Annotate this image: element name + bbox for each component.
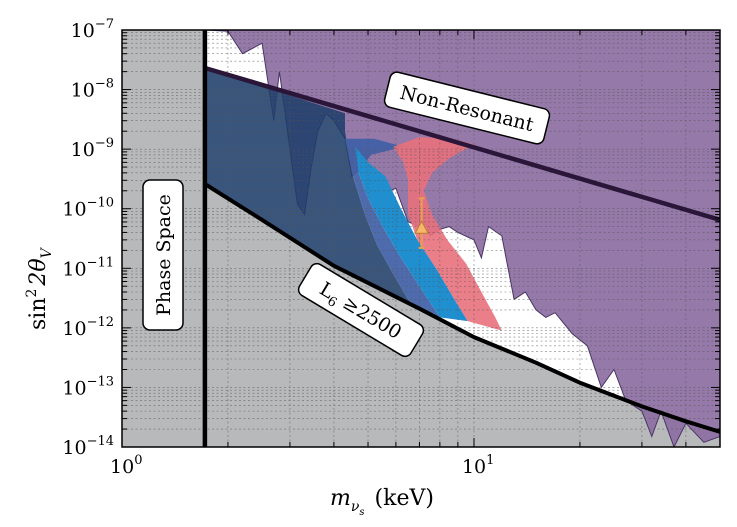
svg-text:mνs(keV): mνs (keV): [330, 486, 434, 518]
data-point-marker: [414, 220, 429, 234]
x-tick-label: 100: [110, 453, 142, 478]
y-tick-label: 10−13: [62, 374, 114, 399]
y-tick-label: 10−7: [71, 17, 114, 42]
x-axis-subsub: s: [359, 507, 364, 518]
y-axis-sin: sin: [26, 298, 51, 331]
phase-space-text: Phase Space: [153, 194, 175, 316]
y-axis-sub: V: [39, 246, 55, 258]
x-tick-label: 101: [462, 453, 494, 478]
axis-ticks: 100 101 10−7 10−8 10−9 10−10 10−11 10−12 10−13 10…: [62, 17, 721, 478]
y-tick-label: 10−10: [62, 196, 114, 221]
x-axis-unit: (keV): [375, 486, 434, 511]
blue-allowed-region: [345, 138, 440, 318]
y-axis-title: sin2 2θV: [24, 246, 55, 330]
phase-space-label: Phase Space: [142, 179, 184, 331]
l6-boundary-line: [203, 182, 720, 434]
svg-text:sin22θV: sin2 2θV: [24, 246, 55, 330]
y-tick-label: 10−11: [62, 255, 114, 280]
x-axis-title: mνs (keV): [330, 486, 434, 518]
y-tick-label: 10−14: [62, 434, 114, 459]
y-tick-label: 10−8: [71, 77, 114, 102]
y-tick-label: 10−9: [71, 136, 114, 161]
x-axis-var: m: [330, 486, 351, 511]
x-axis-sub: ν: [351, 499, 360, 515]
y-axis-exp: 2: [24, 289, 40, 298]
non-resonant-line: [204, 65, 720, 223]
y-tick-label: 10−12: [62, 315, 114, 340]
y-axis-theta: 2θ: [26, 258, 51, 286]
pink-allowed-region: [393, 137, 502, 331]
plot-frame: [121, 29, 721, 448]
navy-allowed-region: [204, 68, 420, 310]
